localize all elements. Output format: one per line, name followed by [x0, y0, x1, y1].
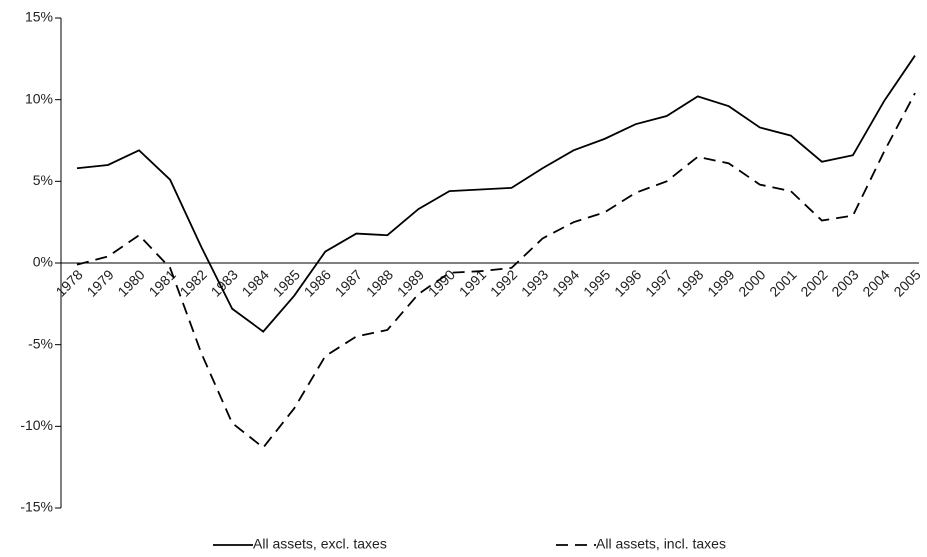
x-tick-label: 1990 [425, 266, 458, 299]
x-tick-label: 1982 [177, 266, 210, 299]
x-tick-label: 1978 [52, 266, 85, 299]
x-tick-label: 1986 [301, 266, 334, 299]
x-tick-label: 1981 [146, 266, 179, 299]
x-tick-label: 1996 [611, 266, 644, 299]
y-tick-label: 0% [33, 254, 53, 270]
x-tick-label: 2000 [735, 266, 768, 299]
legend-label: All assets, excl. taxes [253, 536, 387, 552]
x-tick-label: 2002 [797, 266, 830, 299]
x-tick-label: 2001 [766, 266, 799, 299]
x-tick-label: 1995 [580, 266, 613, 299]
y-tick-label: -10% [20, 417, 53, 433]
y-tick-label: 10% [25, 90, 53, 106]
x-tick-label: 1979 [83, 266, 116, 299]
x-tick-label: 2005 [890, 266, 923, 299]
line-series [76, 92, 916, 449]
x-tick-label: 1984 [239, 266, 272, 299]
line-series [76, 55, 916, 333]
legend-label: All assets, incl. taxes [596, 536, 726, 552]
x-tick-label: 1994 [549, 266, 582, 299]
x-tick-label: 1992 [487, 266, 520, 299]
x-tick-label: 1997 [642, 266, 675, 299]
x-tick-label: 2003 [828, 266, 861, 299]
y-tick-label: 5% [33, 172, 53, 188]
x-tick-label: 2004 [859, 266, 892, 299]
x-tick-label: 1987 [332, 266, 365, 299]
x-tick-label: 1988 [363, 266, 396, 299]
y-tick-label: -5% [28, 335, 53, 351]
y-tick-label: 15% [25, 9, 53, 25]
x-tick-label: 1980 [114, 266, 147, 299]
x-tick-label: 1999 [704, 266, 737, 299]
x-tick-label: 1989 [394, 266, 427, 299]
x-tick-label: 1998 [673, 266, 706, 299]
x-tick-label: 1993 [518, 266, 551, 299]
x-tick-label: 1985 [270, 266, 303, 299]
y-tick-label: -15% [20, 499, 53, 515]
